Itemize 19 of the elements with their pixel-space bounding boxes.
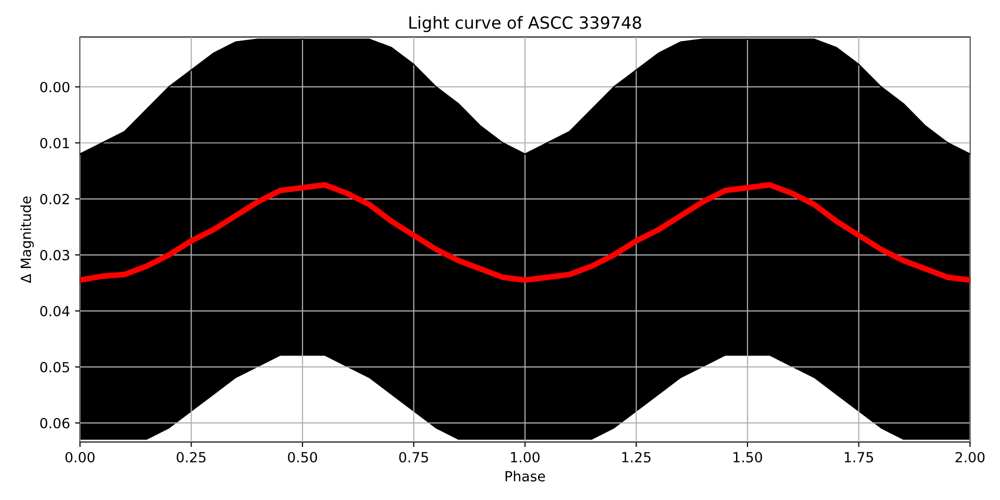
y-tick-label: 0.02 bbox=[40, 194, 69, 204]
y-tick-label: 0.03 bbox=[40, 250, 70, 260]
y-axis-title: Δ Magnitude bbox=[20, 196, 34, 284]
x-tick-label: 0.75 bbox=[399, 452, 428, 462]
x-tick-label: 0.50 bbox=[288, 452, 318, 462]
x-tick-label: 1.25 bbox=[622, 452, 650, 462]
chart-title: Light curve of ASCC 339748 bbox=[409, 16, 642, 32]
y-tick-label: 0.05 bbox=[40, 362, 70, 372]
x-tick-label: 1.00 bbox=[511, 452, 540, 462]
x-tick-label: 0.00 bbox=[65, 452, 95, 462]
y-tick-label: 0.00 bbox=[40, 82, 70, 92]
x-tick-label: 2.00 bbox=[956, 452, 985, 462]
x-tick-label: 1.50 bbox=[734, 452, 762, 462]
y-tick-label: 0.06 bbox=[40, 418, 70, 428]
y-tick-label: 0.04 bbox=[40, 306, 70, 316]
x-tick-label: 1.75 bbox=[844, 452, 873, 462]
y-tick-label: 0.01 bbox=[40, 138, 69, 148]
x-axis-title: Phase bbox=[506, 470, 545, 482]
x-tick-label: 0.25 bbox=[176, 452, 206, 462]
